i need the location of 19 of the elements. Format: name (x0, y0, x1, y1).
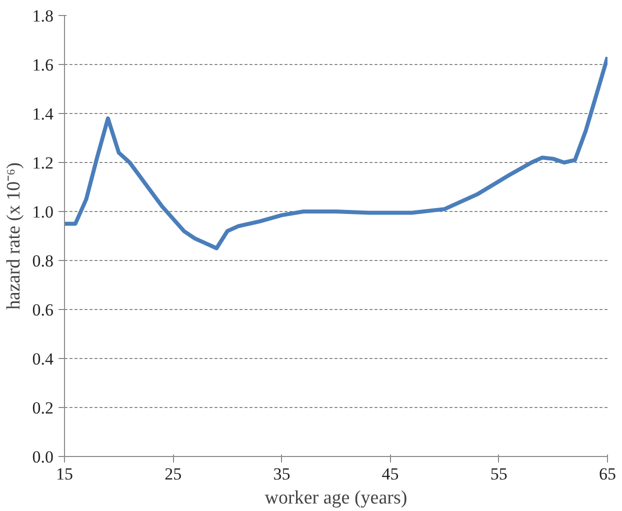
y-tick-label: 0.0 (32, 448, 54, 466)
y-axis-title: hazard rate (x 10⁻⁶) (3, 162, 24, 310)
x-tick-label: 65 (599, 464, 616, 484)
line-series (64, 55, 608, 250)
y-tick-label: 1.6 (32, 56, 54, 74)
x-tick-label: 45 (382, 464, 399, 484)
x-tick-label: 35 (273, 464, 290, 484)
y-tick-label: 1.4 (32, 104, 54, 124)
y-tick-label: 0.4 (32, 350, 54, 368)
x-tick-label: 55 (490, 464, 508, 484)
y-tick-label: 1.0 (32, 202, 54, 222)
x-tick-label: 15 (56, 464, 73, 484)
y-tick-label: 0.8 (32, 252, 54, 270)
y-tick-label: 1.8 (32, 6, 54, 26)
y-tick-label: 0.6 (32, 300, 54, 320)
y-tick-label: 0.2 (32, 398, 54, 418)
x-axis-title: worker age (years) (264, 488, 408, 508)
x-tick-label: 25 (164, 464, 182, 484)
y-tick-label: 1.2 (32, 154, 54, 172)
